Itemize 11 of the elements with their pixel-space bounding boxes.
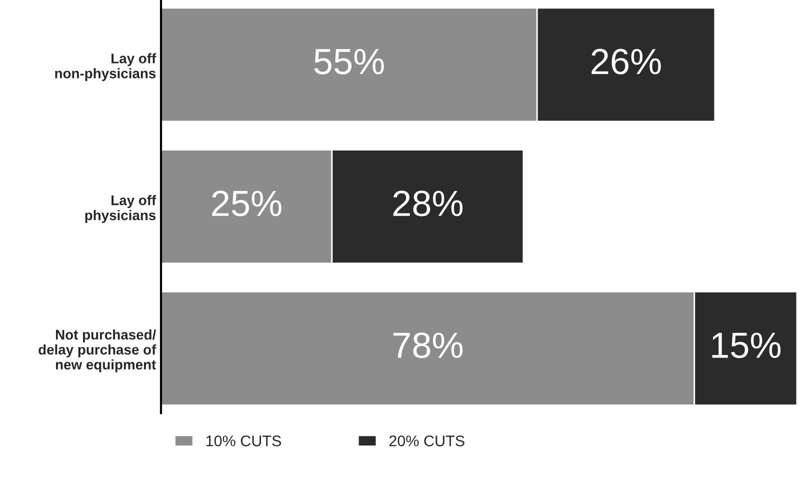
data-label: 25% bbox=[212, 190, 282, 216]
data-label: 28% bbox=[393, 190, 463, 216]
legend-label: 10% CUTS bbox=[206, 436, 282, 446]
data-label: 26% bbox=[592, 48, 661, 74]
y-tick-label: Lay off non-physicians bbox=[55, 53, 156, 82]
legend-label: 20% CUTS bbox=[389, 436, 464, 446]
y-tick-label: Lay off physicians bbox=[85, 195, 156, 223]
data-label: 55% bbox=[314, 48, 384, 74]
data-label: 15% bbox=[712, 332, 781, 358]
y-tick-label: Not purchased/ delay purchase of new equipment bbox=[38, 329, 156, 372]
data-label: 78% bbox=[393, 332, 463, 358]
